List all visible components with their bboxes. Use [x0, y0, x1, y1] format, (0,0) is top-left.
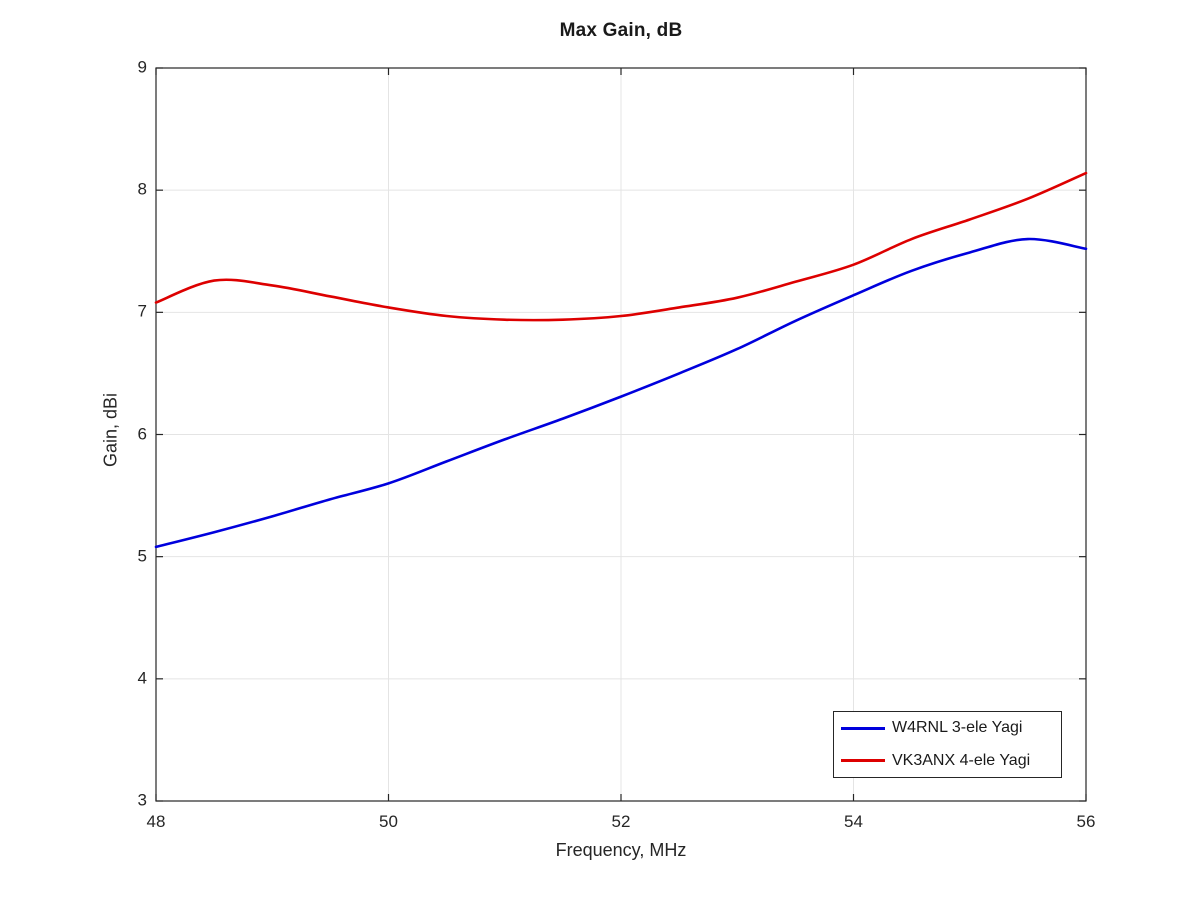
y-tick-label: 9 — [137, 57, 147, 77]
legend-item-label: VK3ANX 4-ele Yagi — [892, 751, 1031, 769]
y-tick-label: 3 — [137, 790, 147, 810]
series-line — [154, 171, 1088, 322]
chart-title: Max Gain, dB — [559, 20, 683, 41]
x-axis-label: Frequency, MHz — [555, 840, 687, 860]
y-tick-label: 5 — [137, 546, 147, 566]
x-tick-label: 54 — [844, 812, 863, 831]
y-tick-label: 6 — [137, 424, 147, 444]
legend-line-sample — [841, 759, 885, 763]
legend: W4RNL 3-ele Yagi VK3ANX 4-ele Yagi — [833, 711, 1062, 778]
y-tick-label: 8 — [137, 179, 147, 199]
legend-item: W4RNL 3-ele Yagi — [834, 712, 1061, 745]
legend-line-sample — [841, 726, 885, 730]
x-tick-label: 56 — [1076, 812, 1096, 831]
legend-item: VK3ANX 4-ele Yagi — [834, 745, 1061, 778]
y-tick-label: 4 — [137, 668, 147, 688]
legend-item-label: W4RNL 3-ele Yagi — [892, 719, 1023, 737]
x-tick-label: 52 — [611, 812, 631, 831]
x-tick-label: 48 — [146, 812, 166, 831]
series-line — [154, 237, 1088, 549]
x-tick-label: 50 — [379, 812, 398, 831]
y-tick-label: 7 — [137, 301, 147, 321]
